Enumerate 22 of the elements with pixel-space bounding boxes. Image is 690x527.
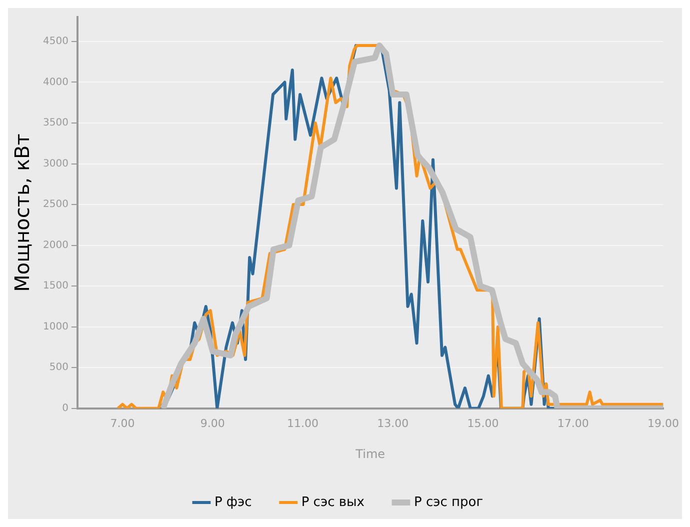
x-tick-label: 9.00 [200,416,225,430]
x-axis-title: Time [354,446,386,461]
y-tick-label: 500 [49,362,68,374]
y-tick-label: 3000 [42,158,68,170]
y-tick-label: 3500 [42,118,68,129]
y-tick-label: 4000 [42,76,68,88]
x-tick-label: 17.00 [557,416,589,430]
x-tick-label: 13.00 [377,416,409,430]
x-tick-label: 7.00 [110,416,135,430]
y-tick-label: 2500 [42,199,68,210]
x-tick-label: 11.00 [287,416,319,430]
y-tick-label: 0 [62,402,68,414]
y-axis-title: Мощность, кВт [10,133,34,292]
y-tick-label: 2000 [42,240,68,251]
y-tick-label: 1500 [42,280,68,292]
x-tick-label: 15.00 [467,416,499,430]
legend-label: P сэс прог [414,494,484,510]
y-tick-label: 4500 [42,36,68,48]
y-tick-label: 1000 [42,321,68,332]
legend-label: P сэс вых [301,494,365,510]
x-tick-label: 19.00 [648,416,680,430]
legend-label: P фэс [214,494,252,510]
